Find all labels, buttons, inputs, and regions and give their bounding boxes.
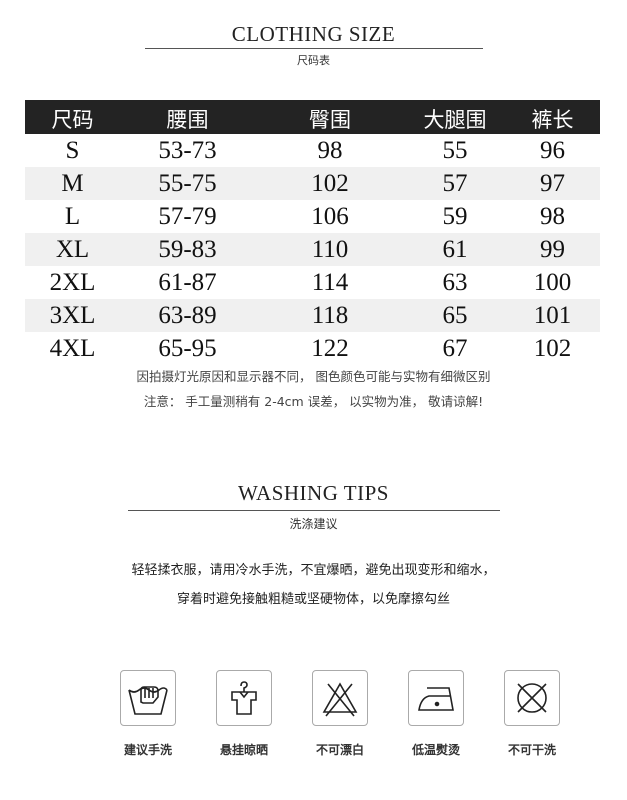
- care-item: 不可干洗: [484, 670, 580, 758]
- table-cell: 96: [540, 137, 565, 164]
- table-row: 4XL 65-95 122 67 102: [25, 332, 600, 365]
- table-row: L 57-79 106 59 98: [25, 200, 600, 233]
- table-cell: 65: [405, 299, 505, 332]
- table-cell: 55: [442, 137, 468, 164]
- hang-dry-icon: [216, 670, 272, 726]
- divider: [128, 510, 500, 511]
- table-cell: 102: [255, 167, 405, 200]
- table-cell: 98: [317, 137, 343, 164]
- table-cell: 2XL: [49, 269, 96, 296]
- table-cell: 67: [442, 335, 468, 362]
- table-row: M 55-75 102 57 97: [25, 167, 600, 200]
- hand-wash-icon: [120, 670, 176, 726]
- size-title: CLOTHING SIZE: [231, 22, 396, 46]
- table-cell: 102: [533, 335, 572, 362]
- table-cell: 63: [442, 269, 468, 296]
- table-row: 3XL 63-89 118 65 101: [25, 299, 600, 332]
- table-cell: 59: [442, 203, 468, 230]
- no-dry-clean-icon: [504, 670, 560, 726]
- header-length: 裤长: [505, 100, 600, 134]
- table-cell: 101: [505, 299, 600, 332]
- table-cell: 114: [311, 269, 349, 296]
- table-row: XL 59-83 110 61 99: [25, 233, 600, 266]
- table-cell: 57-79: [158, 203, 217, 230]
- care-item: 低温熨烫: [388, 670, 484, 758]
- no-bleach-icon: [312, 670, 368, 726]
- care-item: 不可漂白: [292, 670, 388, 758]
- table-cell: 100: [533, 269, 572, 296]
- table-cell: M: [25, 167, 120, 200]
- header-thigh: 大腿围: [405, 100, 505, 134]
- low-iron-icon: [408, 670, 464, 726]
- size-table: 尺码 腰围 臀围 大腿围 裤长 S 53-73 98 55 96 M 55-75 102 57 9…: [25, 100, 600, 365]
- care-label: 悬挂晾晒: [219, 743, 268, 757]
- table-header: 尺码 腰围 臀围 大腿围 裤长: [25, 100, 600, 134]
- table-row: S 53-73 98 55 96: [25, 134, 600, 167]
- table-cell: 3XL: [25, 299, 120, 332]
- table-row: 2XL 61-87 114 63 100: [25, 266, 600, 299]
- header-size: 尺码: [25, 100, 120, 134]
- table-cell: 98: [540, 203, 565, 230]
- care-label: 不可漂白: [315, 743, 364, 757]
- care-icons: 建议手洗 悬挂晾晒 不可漂白 低温熨烫 不可干洗: [100, 670, 580, 758]
- tip-2: 穿着时避免接触粗糙或坚硬物体，以免摩擦勾丝: [176, 592, 450, 607]
- note-1: 因拍摄灯光原因和显示器不同， 图色颜色可能与实物有细微区别: [136, 369, 491, 384]
- size-subtitle: 尺码表: [297, 54, 330, 67]
- table-cell: 97: [505, 167, 600, 200]
- care-label: 不可干洗: [507, 743, 556, 757]
- tip-1: 轻轻揉衣服，请用冷水手洗，不宜爆晒，避免出现变形和缩水，: [131, 563, 496, 578]
- care-item: 悬挂晾晒: [196, 670, 292, 758]
- table-cell: 63-89: [120, 299, 255, 332]
- table-cell: 122: [311, 335, 349, 362]
- table-cell: 55-75: [120, 167, 255, 200]
- washing-subtitle: 洗涤建议: [289, 517, 338, 531]
- table-cell: 118: [255, 299, 405, 332]
- table-cell: S: [65, 137, 80, 164]
- table-cell: 57: [405, 167, 505, 200]
- care-item: 建议手洗: [100, 670, 196, 758]
- table-cell: 106: [311, 203, 349, 230]
- table-cell: 61-87: [158, 269, 217, 296]
- care-label: 低温熨烫: [411, 743, 460, 757]
- table-cell: 61: [405, 233, 505, 266]
- table-cell: 99: [505, 233, 600, 266]
- table-cell: XL: [25, 233, 120, 266]
- table-cell: 65-95: [158, 335, 217, 362]
- washing-title: WASHING TIPS: [238, 481, 389, 505]
- care-label: 建议手洗: [123, 743, 172, 757]
- table-cell: 110: [255, 233, 405, 266]
- header-waist: 腰围: [120, 100, 255, 134]
- table-cell: 59-83: [120, 233, 255, 266]
- table-cell: 4XL: [49, 335, 96, 362]
- header-hip: 臀围: [255, 100, 405, 134]
- divider: [145, 48, 483, 49]
- table-cell: L: [64, 203, 81, 230]
- note-2: 注意： 手工量测稍有 2-4cm 误差， 以实物为准， 敬请谅解!: [143, 394, 484, 409]
- table-cell: 53-73: [158, 137, 217, 164]
